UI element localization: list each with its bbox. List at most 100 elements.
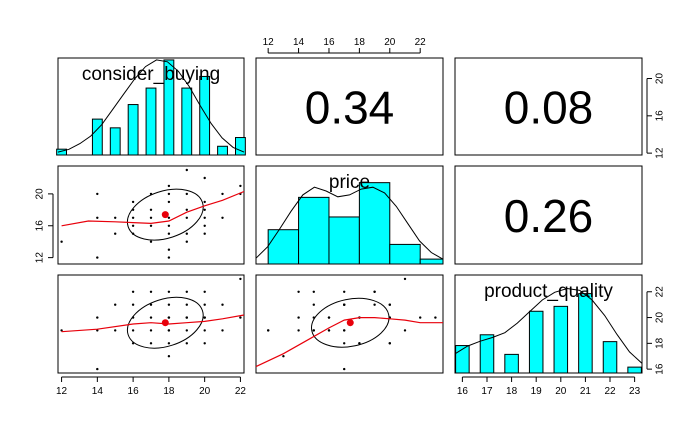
scatter-point [96, 216, 99, 219]
scatter-point [96, 367, 99, 371]
scatter-point [167, 316, 171, 319]
scatter-point [297, 316, 300, 319]
scatter-point [312, 303, 315, 306]
correlation-value: 0.26 [504, 190, 594, 242]
scatter-point [373, 303, 376, 306]
scatter-point [203, 329, 206, 332]
hist-bar-price [328, 216, 360, 265]
scatter-point [167, 216, 171, 219]
scatter-point [312, 290, 315, 293]
axis-tick-label: 22 [235, 386, 247, 397]
axis-tick-label: 20 [199, 386, 211, 397]
scatter-point [203, 208, 206, 211]
hist-bar-consider_buying [56, 148, 67, 156]
scatter-point [327, 329, 331, 332]
hist-bar-product_quality [627, 366, 642, 374]
scatter-point [343, 329, 346, 332]
panel-frame-2-1 [255, 274, 444, 374]
axis-tick-label: 21 [580, 386, 592, 397]
scatter-point [343, 290, 346, 293]
hist-bar-consider_buying [145, 87, 157, 156]
axis-tick-label: 12 [263, 37, 275, 48]
scatter-point [267, 329, 270, 332]
scatter-point [343, 342, 346, 345]
scatter-point [388, 342, 391, 345]
panel-frame-0-1 [255, 57, 444, 156]
axis-tick-label: 16 [655, 110, 666, 122]
axis-tick-label: 12 [35, 252, 46, 264]
axis-tick-label: 16 [655, 363, 666, 375]
axis-tick-label: 16 [35, 220, 46, 232]
scatter-point [131, 329, 135, 332]
scatter-point [312, 329, 315, 332]
axis-tick-label: 23 [629, 386, 641, 397]
scatter-point [167, 232, 171, 235]
scatter-point [114, 303, 117, 306]
scatter-point [203, 224, 206, 227]
mean-point [161, 211, 169, 219]
density-curve-consider_buying [57, 59, 245, 153]
scatter-point [343, 303, 346, 306]
scatter-point [185, 240, 188, 243]
scatter-point [167, 224, 171, 227]
scatter-point [203, 290, 206, 293]
hist-bar-consider_buying [199, 75, 211, 156]
scatter-point [203, 232, 206, 235]
scatter-point [185, 168, 188, 172]
loess-smooth-line [255, 317, 443, 368]
scatter-point [403, 277, 407, 281]
hist-bar-product_quality [602, 341, 618, 374]
scatter-point [297, 329, 300, 332]
scatter-point [185, 232, 188, 235]
panel-frame-1-2 [454, 165, 643, 265]
scatter-point [167, 200, 171, 204]
scatter-point [203, 200, 206, 204]
scatter-point [203, 216, 206, 219]
hist-bar-price [419, 258, 444, 265]
axis-tick-label: 12 [56, 386, 68, 397]
hist-bar-price [298, 196, 330, 265]
panel-frame-1-0 [57, 165, 245, 265]
scatter-point [131, 290, 135, 293]
scatter-point [185, 216, 188, 219]
scatter-point [114, 329, 117, 332]
scatter-point [131, 224, 135, 227]
hist-bar-product_quality [455, 345, 470, 374]
axis-tick-label: 16 [128, 386, 140, 397]
scatter-point [185, 192, 188, 196]
axis-tick-label: 19 [531, 386, 543, 397]
hist-bar-consider_buying [91, 118, 103, 156]
scatter-point [149, 342, 153, 345]
variable-name-product_quality: product_quality [484, 281, 613, 302]
scatter-point [60, 240, 63, 243]
scatter-point [297, 290, 300, 293]
axis-tick-label: 14 [293, 37, 305, 48]
axis-tick-label: 18 [354, 37, 366, 48]
scatter-point [131, 216, 135, 219]
scatter-point [185, 290, 188, 293]
variable-name-price: price [329, 172, 370, 193]
axis-tick-label: 17 [481, 386, 493, 397]
axis-tick-label: 20 [555, 386, 567, 397]
mean-point [161, 319, 169, 327]
axis-tick-label: 18 [163, 386, 175, 397]
scatter-point [221, 192, 224, 196]
scatter-point [203, 316, 206, 319]
panel-frame-2-2 [454, 274, 643, 374]
scatter-point [149, 240, 153, 243]
scatter-point [373, 290, 376, 293]
scatter-point [282, 355, 285, 358]
axis-tick-label: 18 [655, 337, 666, 349]
correlation-ellipse [126, 296, 204, 349]
scatter-point [327, 316, 331, 319]
axis-tick-label: 20 [35, 188, 46, 200]
scatter-point [149, 290, 153, 293]
scatter-point [149, 316, 153, 319]
scatter-point [167, 248, 171, 251]
axis-ticks: 12 14 16 18 20 22 12 14 16 18 20 22 16 17 18 19 20 21 22 23… [35, 37, 666, 397]
axis-tick-label: 20 [655, 73, 666, 85]
hist-bar-price [267, 229, 300, 265]
scatter-point [358, 342, 361, 345]
hist-bar-product_quality [479, 334, 495, 374]
